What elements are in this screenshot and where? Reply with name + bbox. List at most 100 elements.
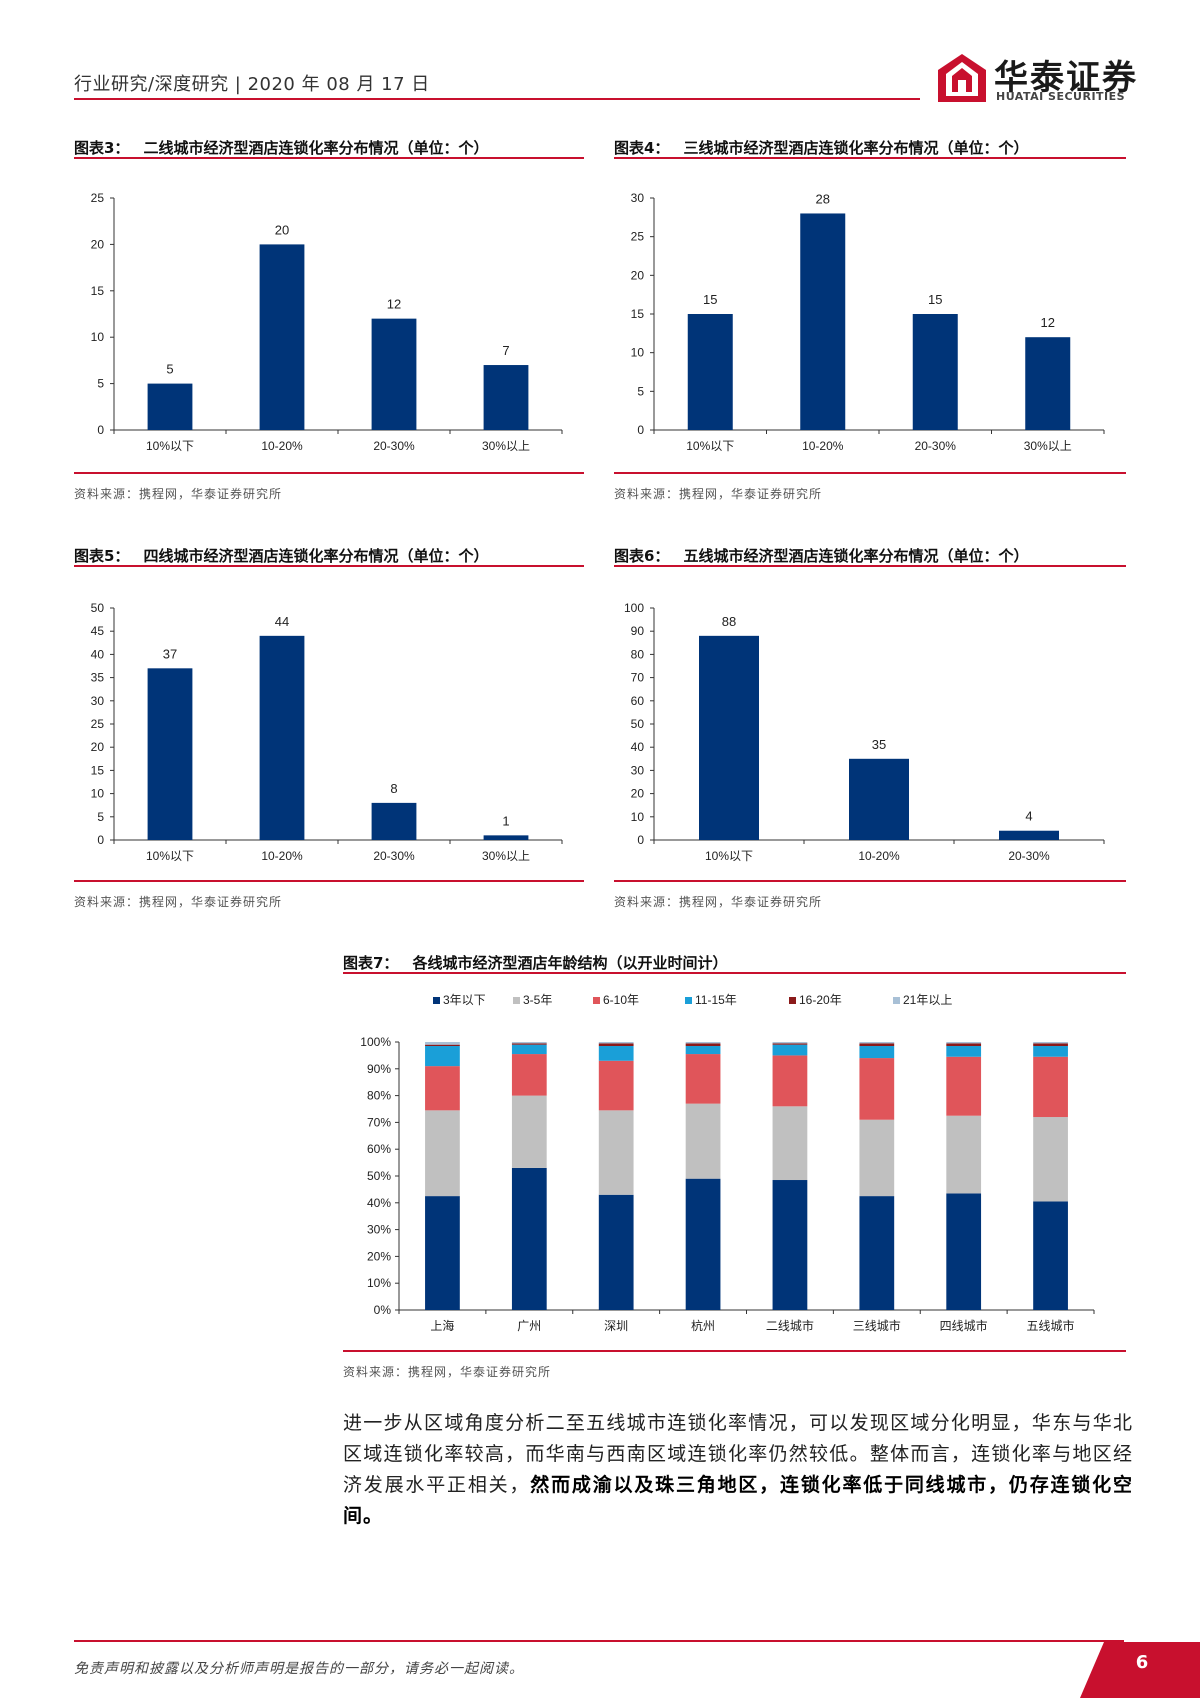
- data-label: 88: [722, 614, 736, 629]
- stacked-bar-segment: [1033, 1042, 1068, 1044]
- y-tick-label: 50%: [367, 1169, 391, 1183]
- bar: [371, 802, 417, 840]
- y-tick-label: 0: [97, 423, 104, 437]
- y-tick-label: 10%: [367, 1276, 391, 1290]
- stacked-bar-segment: [772, 1044, 808, 1056]
- header-rule: [74, 98, 920, 100]
- stacked-bar-segment: [685, 1103, 721, 1179]
- y-tick-label: 70%: [367, 1115, 391, 1129]
- bar: [483, 835, 529, 840]
- y-tick-label: 5: [637, 384, 644, 398]
- stacked-bar-segment: [685, 1042, 721, 1044]
- stacked-bar-segment: [425, 1066, 460, 1111]
- stacked-bar-segment: [859, 1058, 895, 1120]
- bar: [999, 830, 1059, 840]
- y-tick-label: 35: [91, 671, 105, 685]
- chart-figure-3: 0 5 10 15 20 25 5 10%以下 20 10-20% 12 20-30% 7 30%以上: [91, 191, 563, 453]
- data-label: 12: [387, 297, 401, 312]
- figure-label: 图表5：: [74, 547, 130, 565]
- y-tick-label: 0%: [374, 1303, 392, 1317]
- figure-bottom-rule: [614, 472, 1126, 474]
- logo-english-name: HUATAI SECURITIES: [996, 90, 1126, 103]
- chart-figure-5: 0 5 10 15 20 25 30 35 40 45 50 37 10%以下 44 10-20% 8 20-3…: [91, 601, 563, 863]
- stacked-bar-segment: [1033, 1117, 1068, 1202]
- x-tick-label: 20-30%: [373, 439, 415, 453]
- stacked-bar-segment: [946, 1042, 982, 1044]
- legend-label: 6-10年: [603, 993, 639, 1007]
- data-label: 7: [502, 343, 509, 358]
- y-tick-label: 45: [91, 624, 105, 638]
- y-tick-label: 20: [631, 268, 645, 282]
- figure-title-text: 二线城市经济型酒店连锁化率分布情况（单位：个）: [143, 139, 489, 157]
- data-label: 35: [872, 737, 886, 752]
- y-tick-label: 20%: [367, 1249, 391, 1263]
- x-tick-label: 五线城市: [1027, 1318, 1075, 1333]
- data-label: 20: [275, 222, 289, 237]
- y-tick-label: 10: [91, 787, 105, 801]
- x-tick-label: 10-20%: [261, 849, 303, 863]
- stacked-bar-segment: [772, 1043, 808, 1045]
- x-tick-label: 上海: [430, 1318, 454, 1333]
- stacked-bar-segment: [772, 1180, 808, 1310]
- stacked-bar-segment: [859, 1042, 895, 1044]
- y-tick-label: 30: [91, 694, 105, 708]
- huatai-logo-icon: [938, 54, 986, 102]
- stacked-bar-segment: [946, 1193, 982, 1310]
- stacked-bar-segment: [598, 1043, 634, 1047]
- stacked-bar-segment: [425, 1044, 460, 1047]
- legend-swatch: [593, 997, 600, 1004]
- stacked-bar-segment: [946, 1056, 982, 1116]
- stacked-bar-segment: [1033, 1046, 1068, 1057]
- figure-label: 图表6：: [614, 547, 670, 565]
- stacked-bar-segment: [511, 1095, 547, 1168]
- x-tick-label: 10-20%: [858, 849, 900, 863]
- legend-label: 21年以上: [903, 993, 952, 1007]
- data-label: 15: [703, 292, 717, 307]
- legend-swatch: [513, 997, 520, 1004]
- x-tick-label: 10-20%: [261, 439, 303, 453]
- x-tick-label: 10-20%: [802, 439, 844, 453]
- stacked-bar-segment: [1033, 1201, 1068, 1310]
- bar: [1025, 337, 1071, 430]
- figure-title-7: 图表7： 各线城市经济型酒店年龄结构（以开业时间计）: [343, 952, 727, 973]
- legend-label: 3-5年: [523, 993, 552, 1007]
- stacked-bar-segment: [511, 1054, 547, 1096]
- y-tick-label: 40%: [367, 1196, 391, 1210]
- bar: [912, 314, 958, 430]
- figure-source: 资料来源：携程网，华泰证券研究所: [614, 487, 823, 501]
- bar: [687, 314, 733, 430]
- header-text: 行业研究/深度研究 | 2020 年 08 月 17 日: [74, 74, 430, 95]
- figure-title-text: 四线城市经济型酒店连锁化率分布情况（单位：个）: [143, 547, 489, 565]
- bar: [699, 635, 759, 840]
- y-tick-label: 15: [631, 307, 645, 321]
- footer-rule: [74, 1640, 1124, 1642]
- stacked-bar-segment: [685, 1043, 721, 1047]
- legend-swatch: [685, 997, 692, 1004]
- bar: [147, 383, 193, 430]
- figure-source: 资料来源：携程网，华泰证券研究所: [74, 487, 283, 501]
- y-tick-label: 20: [631, 787, 645, 801]
- bar: [371, 318, 417, 430]
- data-label: 8: [390, 781, 397, 796]
- x-tick-label: 10%以下: [705, 849, 753, 863]
- x-tick-label: 深圳: [604, 1319, 628, 1333]
- figure-label: 图表3：: [74, 139, 130, 157]
- y-tick-label: 30: [631, 763, 645, 777]
- figure-source: 资料来源：携程网，华泰证券研究所: [614, 895, 823, 909]
- figure-label: 图表7：: [343, 954, 399, 972]
- stacked-bar-segment: [946, 1115, 982, 1194]
- figure-source: 资料来源：携程网，华泰证券研究所: [343, 1365, 552, 1379]
- y-tick-label: 100: [624, 601, 644, 615]
- y-tick-label: 60%: [367, 1142, 391, 1156]
- stacked-bar-segment: [598, 1046, 634, 1061]
- figure-bottom-rule: [74, 880, 584, 882]
- figure-source: 资料来源：携程网，华泰证券研究所: [74, 895, 283, 909]
- stacked-bar-segment: [859, 1046, 895, 1059]
- stacked-bar-segment: [425, 1110, 460, 1197]
- figure-title-text: 各线城市经济型酒店年龄结构（以开业时间计）: [412, 954, 728, 972]
- logo-chinese-name: 华泰证券: [994, 58, 1138, 98]
- y-tick-label: 5: [97, 810, 104, 824]
- legend-label: 16-20年: [799, 993, 842, 1007]
- stacked-bar-segment: [598, 1110, 634, 1195]
- y-tick-label: 90: [631, 624, 645, 638]
